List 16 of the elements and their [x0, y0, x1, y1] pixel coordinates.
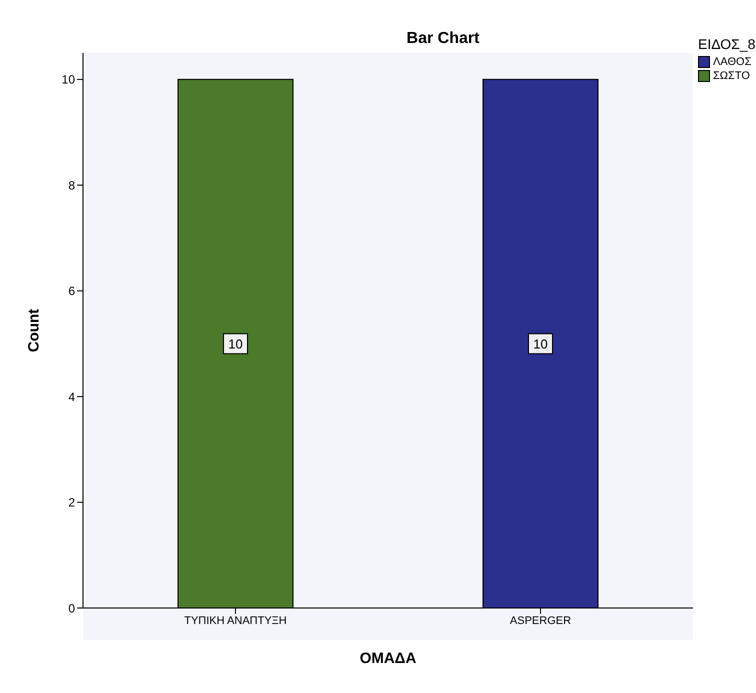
y-tick-label: 2	[68, 496, 76, 510]
data-label: 10	[228, 336, 243, 352]
x-tick-label: ASPERGER	[510, 614, 572, 627]
y-tick-label: 0	[68, 601, 76, 616]
y-tick-label: 10	[62, 72, 76, 87]
chart-title: Bar Chart	[406, 30, 480, 47]
legend-label: ΛΑΘΟΣ	[713, 55, 752, 69]
x-axis-title: ΟΜΑΔΑ	[360, 650, 416, 667]
y-axis-title: Count	[25, 308, 42, 352]
y-tick-label: 4	[68, 390, 76, 404]
y-tick-label: 6	[68, 284, 76, 298]
x-tick-label: ΤΥΠΙΚΗ ΑΝΑΠΤΥΞΗ	[184, 614, 287, 627]
y-tick-label: 8	[68, 178, 76, 192]
data-label: 10	[533, 336, 548, 352]
legend-title: ΕΙΔΟΣ_8	[698, 36, 756, 52]
legend-label: ΣΩΣΤΟ	[713, 69, 750, 83]
